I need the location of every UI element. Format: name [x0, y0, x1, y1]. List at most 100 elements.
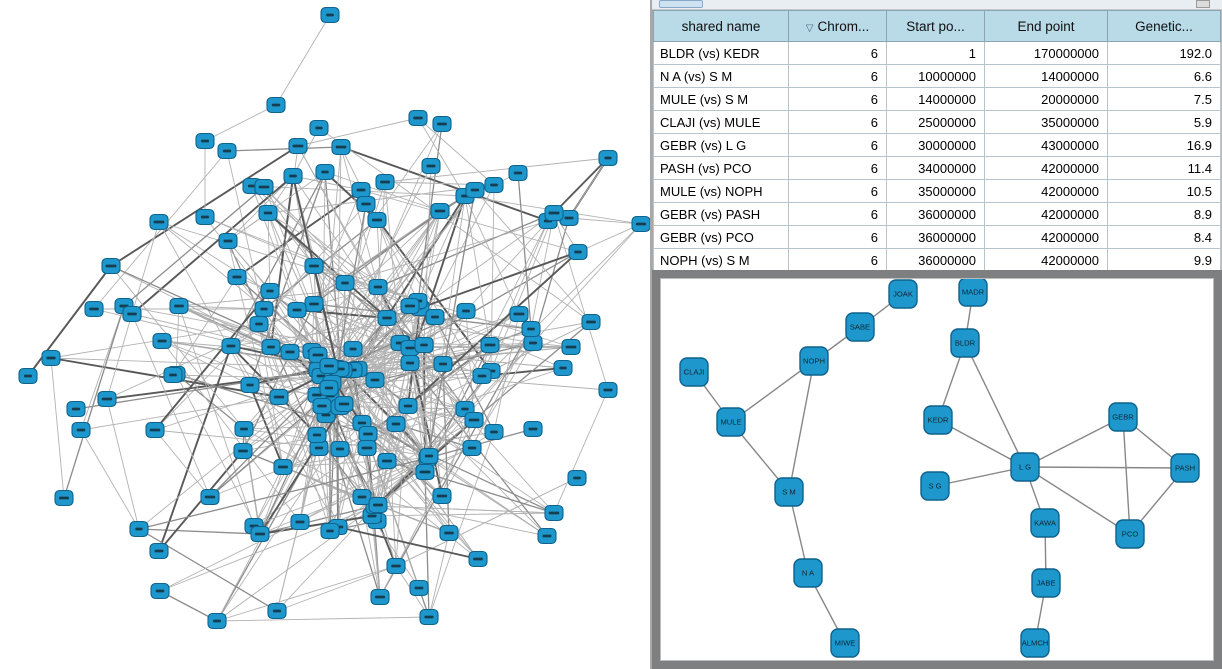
column-header-genetic[interactable]: Genetic...: [1107, 10, 1221, 42]
overview-node[interactable]: [581, 313, 601, 331]
node-shape[interactable]: [716, 407, 746, 437]
overview-edge[interactable]: [357, 307, 421, 370]
network-edge-noph-s-m[interactable]: [788, 360, 815, 493]
overview-node[interactable]: [288, 137, 308, 155]
overview-node[interactable]: [430, 202, 450, 220]
overview-edge[interactable]: [553, 157, 609, 214]
node-shape[interactable]: [1030, 508, 1060, 538]
overview-edge[interactable]: [324, 171, 441, 212]
overview-edge[interactable]: [336, 305, 411, 369]
overview-edge[interactable]: [464, 195, 520, 315]
overview-edge[interactable]: [313, 265, 429, 459]
table-cell[interactable]: 35000000: [886, 179, 985, 203]
table-cell[interactable]: 6: [788, 87, 887, 111]
detail-network-svg[interactable]: JOAK MADR SABE BLDR NOPH CLAJI KEDR MULE GEBR L G…: [661, 279, 1213, 660]
overview-node[interactable]: [386, 557, 406, 575]
table-cell[interactable]: N A (vs) S M: [653, 64, 789, 88]
overview-node[interactable]: [553, 359, 573, 377]
overview-node[interactable]: [408, 109, 428, 127]
overview-node[interactable]: [462, 439, 482, 457]
node-shape[interactable]: [1170, 453, 1200, 483]
overview-edge[interactable]: [337, 422, 363, 528]
network-node-l-g[interactable]: L G: [1010, 452, 1040, 482]
network-node-noph[interactable]: NOPH: [799, 346, 829, 376]
overview-edge[interactable]: [568, 217, 642, 225]
overview-edge[interactable]: [282, 457, 429, 468]
overview-edge[interactable]: [409, 362, 430, 457]
overview-node[interactable]: [330, 440, 350, 458]
overview-edge[interactable]: [365, 203, 492, 372]
table-cell[interactable]: 35000000: [984, 110, 1108, 134]
overview-node[interactable]: [561, 338, 581, 356]
overview-node[interactable]: [398, 397, 418, 415]
overview-edge[interactable]: [216, 565, 397, 622]
overview-node[interactable]: [18, 367, 38, 385]
overview-node[interactable]: [71, 421, 91, 439]
network-node-mule[interactable]: MULE: [716, 407, 746, 437]
overview-node[interactable]: [567, 469, 587, 487]
overview-node[interactable]: [432, 487, 452, 505]
network-node-s-g[interactable]: S G: [920, 471, 950, 501]
table-cell[interactable]: 6: [788, 179, 887, 203]
overview-edge[interactable]: [138, 457, 429, 530]
overview-edge[interactable]: [154, 323, 260, 431]
network-edge-gebr-l-g[interactable]: [1024, 416, 1124, 468]
overview-node[interactable]: [598, 381, 618, 399]
overview-node[interactable]: [631, 215, 650, 233]
overview-edge[interactable]: [339, 282, 346, 370]
overview-edge[interactable]: [379, 328, 532, 598]
overview-node[interactable]: [425, 308, 445, 326]
horizontal-scrollbar-thumb[interactable]: [659, 0, 703, 8]
overview-node[interactable]: [367, 211, 387, 229]
overview-node[interactable]: [149, 542, 169, 560]
overview-node[interactable]: [465, 181, 485, 199]
overview-edge[interactable]: [50, 357, 65, 499]
overview-edge[interactable]: [242, 408, 466, 452]
overview-edge[interactable]: [178, 305, 255, 527]
overview-edge[interactable]: [371, 512, 555, 517]
overview-edge[interactable]: [296, 309, 331, 532]
overview-node[interactable]: [472, 367, 492, 385]
overview-edge[interactable]: [106, 303, 315, 400]
table-cell[interactable]: 6: [788, 133, 887, 157]
node-shape[interactable]: [793, 558, 823, 588]
overview-edge[interactable]: [427, 457, 548, 537]
panel-divider[interactable]: [650, 0, 652, 669]
overview-node[interactable]: [377, 309, 397, 327]
detail-network-canvas[interactable]: JOAK MADR SABE BLDR NOPH CLAJI KEDR MULE GEBR L G…: [660, 278, 1214, 661]
overview-node[interactable]: [152, 332, 172, 350]
overview-edge[interactable]: [158, 345, 232, 552]
table-cell[interactable]: MULE (vs) NOPH: [653, 179, 789, 203]
table-cell[interactable]: 192.0: [1107, 41, 1221, 65]
table-cell[interactable]: 42000000: [984, 156, 1108, 180]
node-shape[interactable]: [830, 628, 860, 658]
overview-node[interactable]: [320, 522, 340, 540]
overview-edge[interactable]: [417, 117, 466, 197]
overview-edge[interactable]: [371, 370, 492, 517]
overview-edge[interactable]: [216, 616, 430, 622]
node-shape[interactable]: [888, 279, 918, 309]
overview-node[interactable]: [145, 421, 165, 439]
overview-edge[interactable]: [409, 210, 441, 349]
overview-edge[interactable]: [258, 323, 280, 398]
overview-edge[interactable]: [154, 375, 322, 431]
overview-node[interactable]: [400, 297, 420, 315]
overview-node[interactable]: [368, 278, 388, 296]
overview-node[interactable]: [290, 513, 310, 531]
overview-node[interactable]: [356, 195, 376, 213]
overview-network-canvas[interactable]: [0, 0, 650, 669]
overview-edge[interactable]: [204, 104, 277, 142]
table-row[interactable]: BLDR (vs) KEDR 6 1 170000000 192.0: [653, 41, 1221, 65]
overview-node[interactable]: [66, 400, 86, 418]
table-cell[interactable]: 42000000: [984, 202, 1108, 226]
column-header-end-point[interactable]: End point: [984, 10, 1108, 42]
overview-node[interactable]: [254, 300, 274, 318]
overview-edge[interactable]: [361, 457, 429, 498]
overview-node[interactable]: [149, 213, 169, 231]
network-node-madr[interactable]: MADR: [958, 279, 988, 307]
overview-edge[interactable]: [253, 457, 429, 527]
table-cell[interactable]: 42000000: [984, 248, 1108, 270]
overview-edge[interactable]: [417, 123, 443, 302]
overview-node[interactable]: [258, 204, 278, 222]
overview-node[interactable]: [200, 488, 220, 506]
